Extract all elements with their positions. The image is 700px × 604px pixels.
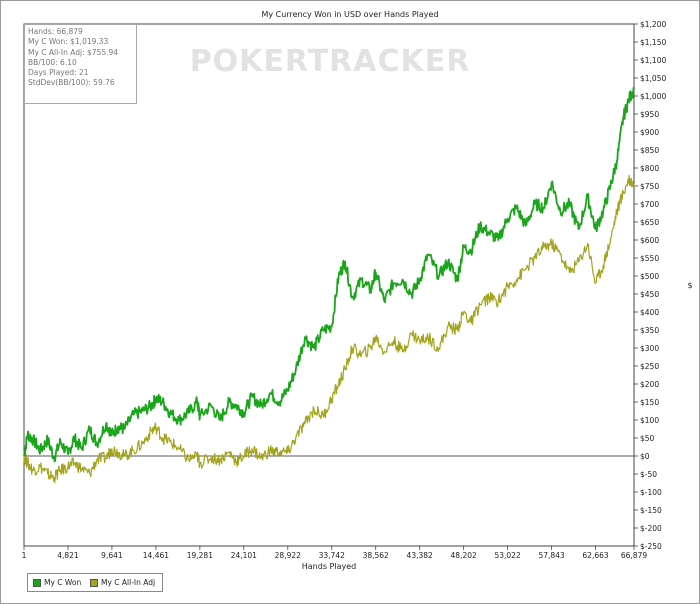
y-tick-label: $0 — [640, 452, 650, 461]
x-tick-label: 66,879 — [621, 551, 647, 560]
y-tick-label: $900 — [640, 128, 659, 137]
x-tick-label: 4,821 — [57, 551, 79, 560]
y-tick-label: $-200 — [640, 524, 662, 533]
x-tick-label: 1 — [22, 551, 27, 560]
y-tick-label: $1,050 — [640, 74, 666, 83]
x-tick-label: 38,562 — [363, 551, 389, 560]
y-tick-label: $1,200 — [640, 20, 666, 29]
y-tick-label: $-100 — [640, 488, 662, 497]
y-tick-label: $550 — [640, 254, 659, 263]
x-tick-label: 48,202 — [451, 551, 477, 560]
plot-area — [23, 23, 635, 547]
x-tick-label: 9,641 — [101, 551, 123, 560]
y-tick-label: $950 — [640, 110, 659, 119]
x-tick-label: 33,742 — [319, 551, 345, 560]
y-tick-label: $150 — [640, 398, 659, 407]
legend-swatch-allin — [90, 578, 98, 587]
x-axis-label: Hands Played — [302, 562, 356, 571]
chart-title: My Currency Won in USD over Hands Played — [261, 10, 438, 19]
x-tick-label: 14,461 — [143, 551, 169, 560]
y-tick-label: $1,000 — [640, 92, 666, 101]
x-tick-label: 28,922 — [275, 551, 301, 560]
series-line-my-c-won — [23, 86, 635, 463]
series-layer — [23, 86, 635, 484]
y-tick-label: $450 — [640, 290, 659, 299]
y-tick-label: $50 — [640, 434, 655, 443]
stat-hands: Hands: 66,879 — [28, 27, 83, 36]
series-line-my-c-all-in-adj — [23, 174, 635, 484]
x-axis: 1 4,821 9,641 14,461 19,281 24,101 28,922 33,74… — [22, 546, 647, 560]
stat-stddev: StdDev(BB/100): 59.76 — [28, 78, 115, 88]
x-tick-label: 43,382 — [407, 551, 433, 560]
y-tick-label: $300 — [640, 344, 659, 353]
stat-days-played: Days Played: 21 — [28, 68, 89, 78]
y-tick-label: $100 — [640, 416, 659, 425]
y-tick-label: $-50 — [640, 470, 657, 479]
y-tick-label: $200 — [640, 380, 659, 389]
y-tick-label: $-250 — [640, 542, 662, 551]
x-tick-label: 19,281 — [187, 551, 213, 560]
y-tick-label: $750 — [640, 182, 659, 191]
y-tick-label: $850 — [640, 146, 659, 155]
stats-box: Hands: 66,879 My C Won: $1,019.33 My C A… — [24, 24, 137, 104]
y-tick-label: $400 — [640, 308, 659, 317]
y-tick-label: $500 — [640, 272, 659, 281]
legend-swatch-won — [33, 578, 41, 587]
x-tick-label: 57,843 — [538, 551, 564, 560]
y-axis-label: $ — [687, 281, 692, 290]
stat-allin-adj: My C All-In Adj: $755.94 — [28, 47, 119, 57]
y-tick-label: $700 — [640, 200, 659, 209]
y-tick-label: $1,100 — [640, 56, 666, 65]
y-tick-label: $800 — [640, 164, 659, 173]
y-tick-label: $350 — [640, 326, 659, 335]
x-tick-label: 24,101 — [231, 551, 257, 560]
y-tick-label: $-150 — [640, 506, 662, 515]
y-tick-label: $250 — [640, 362, 659, 371]
legend-item-won: My C Won — [33, 578, 81, 587]
legend-item-allin: My C All-In Adj — [90, 578, 155, 587]
legend-label-won: My C Won — [44, 578, 82, 587]
watermark: POKERTRACKER — [190, 44, 471, 79]
y-tick-label: $650 — [640, 218, 659, 227]
legend: My C Won My C All-In Adj — [27, 573, 163, 592]
y-tick-label: $1,150 — [640, 38, 666, 47]
x-tick-label: 62,663 — [582, 551, 608, 560]
stat-bb100: BB/100: 6.10 — [28, 57, 77, 67]
legend-label-allin: My C All-In Adj — [101, 578, 156, 587]
x-tick-label: 53,022 — [494, 551, 520, 560]
y-tick-label: $600 — [640, 236, 659, 245]
stat-won: My C Won: $1,019.33 — [28, 37, 109, 47]
y-axis: $1,200 $1,150 $1,100 $1,050 $1,000 $950 $900 $8… — [634, 20, 666, 551]
